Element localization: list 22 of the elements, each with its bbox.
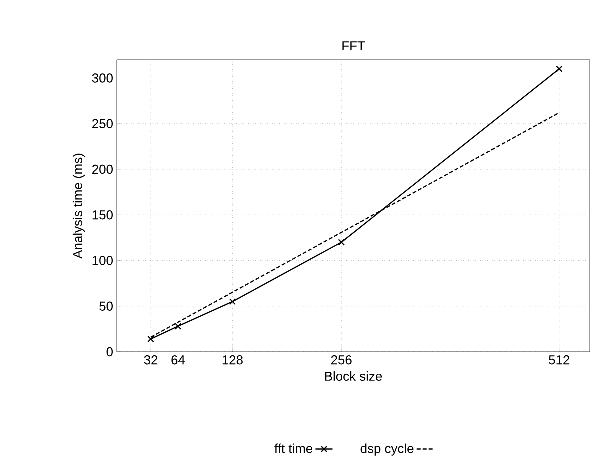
- x-tick-label: 512: [549, 356, 570, 365]
- x-tick-label: 128: [222, 356, 243, 365]
- y-tick-label: 50: [100, 302, 113, 311]
- chart-title: FFT: [342, 42, 366, 51]
- legend-label: fft time: [274, 444, 313, 454]
- point: [148, 336, 154, 343]
- point: [556, 66, 563, 73]
- y-tick-label: 100: [92, 256, 113, 266]
- legend-label: dsp cycle: [360, 444, 414, 456]
- point: [174, 323, 182, 330]
- x-tick-label: 32: [144, 356, 158, 365]
- point: [338, 239, 346, 246]
- y-tick-label: 0: [106, 347, 113, 357]
- point: [229, 298, 236, 306]
- x-tick-label: 256: [331, 356, 352, 365]
- y-tick-label: 150: [92, 210, 113, 220]
- y-axis-title: Analysis time (ms): [72, 154, 86, 259]
- y-tick-label: 250: [92, 119, 113, 128]
- y-tick-label: 200: [92, 164, 113, 174]
- x-axis-title: Block size: [325, 372, 382, 382]
- y-tick-label: 300: [92, 74, 113, 83]
- x-tick-label: 64: [172, 356, 186, 365]
